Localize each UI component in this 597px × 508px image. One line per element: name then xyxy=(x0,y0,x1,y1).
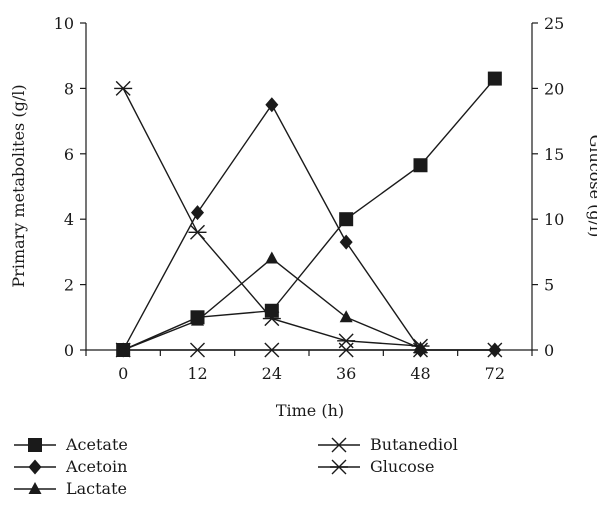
butanediol-point xyxy=(413,342,428,358)
legend-marker-acetoin xyxy=(28,459,42,475)
acetoin-point xyxy=(265,97,279,113)
lactate-point xyxy=(116,343,130,355)
x-axis-label: Time (h) xyxy=(276,401,344,420)
lactate-point xyxy=(191,313,204,326)
x-tick-label: 72 xyxy=(485,364,505,383)
legend-item-acetate: Acetate xyxy=(14,435,128,454)
acetoin-point xyxy=(191,205,204,221)
y2-tick-label: 20 xyxy=(544,79,564,98)
acetoin-line xyxy=(122,103,495,351)
acetoin-point xyxy=(339,234,353,250)
y2-tick-label: 25 xyxy=(544,14,564,33)
acetate-point xyxy=(339,212,354,227)
legend: Acetate Acetoin Lactate Butanediol Glucose xyxy=(14,435,458,498)
butanediol-point xyxy=(264,342,280,358)
legend-item-butanediol: Butanediol xyxy=(318,435,458,454)
legend-item-lactate: Lactate xyxy=(14,479,127,498)
legend-item-acetoin: Acetoin xyxy=(14,457,127,476)
acetate-point xyxy=(487,71,502,86)
butanediol-point xyxy=(190,342,205,358)
glucose-point xyxy=(262,311,281,327)
legend-label: Glucose xyxy=(370,457,434,476)
y-axis-label: Primary metabolites (g/l) xyxy=(9,84,28,287)
y2-axis-label: Glucose (g/l) xyxy=(586,135,597,238)
glucose-point xyxy=(337,333,356,349)
butanediol-point xyxy=(115,342,131,358)
legend-label: Butanediol xyxy=(370,435,458,454)
x-tick-label: 12 xyxy=(187,364,207,383)
series-markers xyxy=(114,71,503,358)
legend-label: Lactate xyxy=(66,479,127,498)
lactate-point xyxy=(339,310,353,323)
y-tick-label: 8 xyxy=(64,79,74,98)
butanediol-point xyxy=(487,342,503,358)
x-tick-label: 36 xyxy=(336,364,356,383)
x-tick-label: 24 xyxy=(262,364,282,383)
y-tick-label: 0 xyxy=(64,341,74,360)
legend-item-glucose: Glucose xyxy=(318,457,434,476)
legend-label: Acetate xyxy=(65,435,128,454)
lactate-point xyxy=(414,341,427,354)
y2-tick-label: 5 xyxy=(544,276,554,295)
legend-marker-acetate xyxy=(28,438,42,452)
acetate-line xyxy=(122,78,496,351)
legend-marker-glucose xyxy=(330,459,348,475)
series-lines xyxy=(122,78,496,351)
lactate-point xyxy=(265,251,279,264)
y-tick-label: 4 xyxy=(64,210,74,229)
y-tick-label: 2 xyxy=(64,276,74,295)
y-tick-label: 6 xyxy=(64,145,74,164)
y2-tick-label: 15 xyxy=(544,145,564,164)
glucose-point xyxy=(411,338,430,354)
y2-tick-label: 10 xyxy=(544,210,564,229)
y2-tick-label: 0 xyxy=(544,341,554,360)
acetate-point xyxy=(264,303,279,318)
x-tick-label: 0 xyxy=(118,364,128,383)
legend-marker-butanediol xyxy=(331,437,347,453)
x-tick-label: 48 xyxy=(410,364,430,383)
y-tick-label: 10 xyxy=(54,14,74,33)
legend-marker-lactate xyxy=(28,482,42,494)
legend-label: Acetoin xyxy=(65,457,127,476)
acetate-point xyxy=(413,158,428,173)
glucose-point xyxy=(114,80,133,96)
glucose-point xyxy=(188,224,207,240)
